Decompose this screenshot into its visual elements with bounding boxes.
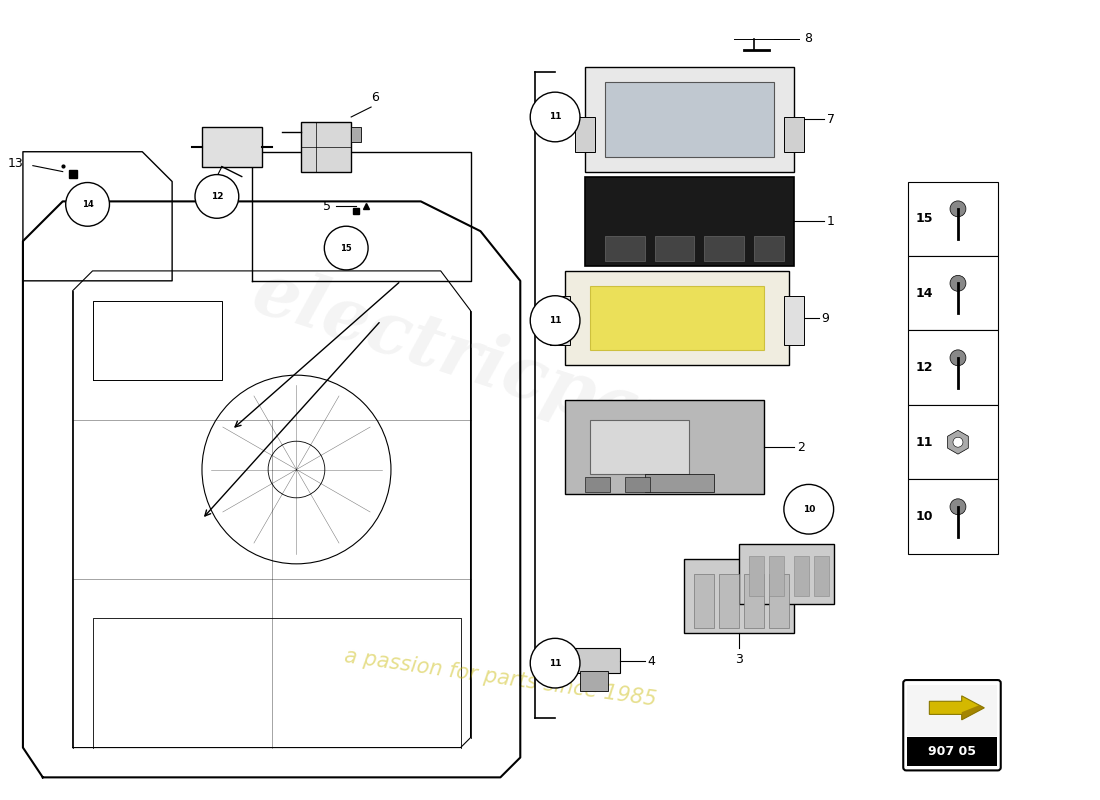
- Bar: [550, 296, 570, 346]
- Circle shape: [784, 485, 834, 534]
- Bar: [908, 737, 997, 766]
- Bar: [769, 574, 789, 629]
- Circle shape: [324, 226, 369, 270]
- Text: 12: 12: [915, 362, 933, 374]
- Circle shape: [950, 499, 966, 514]
- Bar: [585, 67, 794, 171]
- Bar: [605, 82, 774, 157]
- Polygon shape: [930, 696, 984, 720]
- Bar: [351, 127, 361, 142]
- Circle shape: [950, 350, 966, 366]
- Bar: [605, 236, 645, 261]
- Text: 13: 13: [8, 157, 23, 170]
- Text: 15: 15: [915, 212, 933, 226]
- Bar: [565, 271, 789, 366]
- Text: 8: 8: [804, 32, 812, 45]
- Text: 6: 6: [371, 91, 378, 104]
- Text: 9: 9: [822, 311, 829, 325]
- Bar: [704, 236, 744, 261]
- Bar: [202, 127, 262, 166]
- Text: electricparts: electricparts: [244, 257, 757, 484]
- Bar: [909, 405, 998, 479]
- Bar: [684, 559, 794, 634]
- Bar: [580, 671, 608, 691]
- Bar: [909, 330, 998, 405]
- Circle shape: [195, 174, 239, 218]
- Polygon shape: [590, 286, 764, 350]
- Text: 3: 3: [735, 654, 744, 666]
- Bar: [575, 648, 619, 673]
- FancyBboxPatch shape: [903, 680, 1001, 770]
- Bar: [694, 574, 714, 629]
- Bar: [719, 574, 739, 629]
- Bar: [784, 117, 804, 152]
- Bar: [794, 556, 808, 596]
- Circle shape: [950, 201, 966, 217]
- Bar: [575, 117, 595, 152]
- Bar: [909, 256, 998, 330]
- Text: 14: 14: [915, 286, 933, 300]
- Bar: [814, 556, 828, 596]
- Bar: [909, 479, 998, 554]
- Bar: [909, 182, 998, 256]
- Circle shape: [530, 638, 580, 688]
- Circle shape: [530, 92, 580, 142]
- Text: 11: 11: [549, 113, 561, 122]
- Bar: [301, 122, 351, 171]
- Bar: [654, 236, 694, 261]
- Text: 10: 10: [803, 505, 815, 514]
- Text: 11: 11: [915, 436, 933, 449]
- Bar: [645, 474, 714, 492]
- Bar: [585, 177, 794, 266]
- Text: 4: 4: [204, 197, 211, 210]
- Circle shape: [953, 438, 962, 447]
- Bar: [754, 236, 784, 261]
- Bar: [908, 685, 997, 736]
- Text: 1: 1: [827, 214, 835, 228]
- Text: 11: 11: [549, 658, 561, 668]
- Text: 12: 12: [210, 192, 223, 201]
- Bar: [590, 420, 690, 474]
- Bar: [749, 556, 764, 596]
- Bar: [565, 400, 764, 494]
- Circle shape: [530, 296, 580, 346]
- Text: 10: 10: [915, 510, 933, 523]
- Text: 14: 14: [81, 200, 94, 209]
- Bar: [739, 544, 834, 603]
- Text: a passion for parts since 1985: a passion for parts since 1985: [343, 646, 658, 710]
- Circle shape: [66, 182, 110, 226]
- Bar: [625, 478, 650, 492]
- Text: 907 05: 907 05: [928, 745, 976, 758]
- Text: 2: 2: [796, 441, 805, 454]
- Text: 7: 7: [827, 113, 835, 126]
- Bar: [585, 478, 609, 492]
- Bar: [769, 556, 784, 596]
- Circle shape: [950, 275, 966, 291]
- Text: 11: 11: [549, 316, 561, 325]
- Text: 15: 15: [340, 243, 352, 253]
- Bar: [744, 574, 764, 629]
- Text: 5: 5: [323, 200, 331, 213]
- Text: 4: 4: [648, 654, 656, 668]
- Bar: [784, 296, 804, 346]
- Polygon shape: [930, 706, 984, 720]
